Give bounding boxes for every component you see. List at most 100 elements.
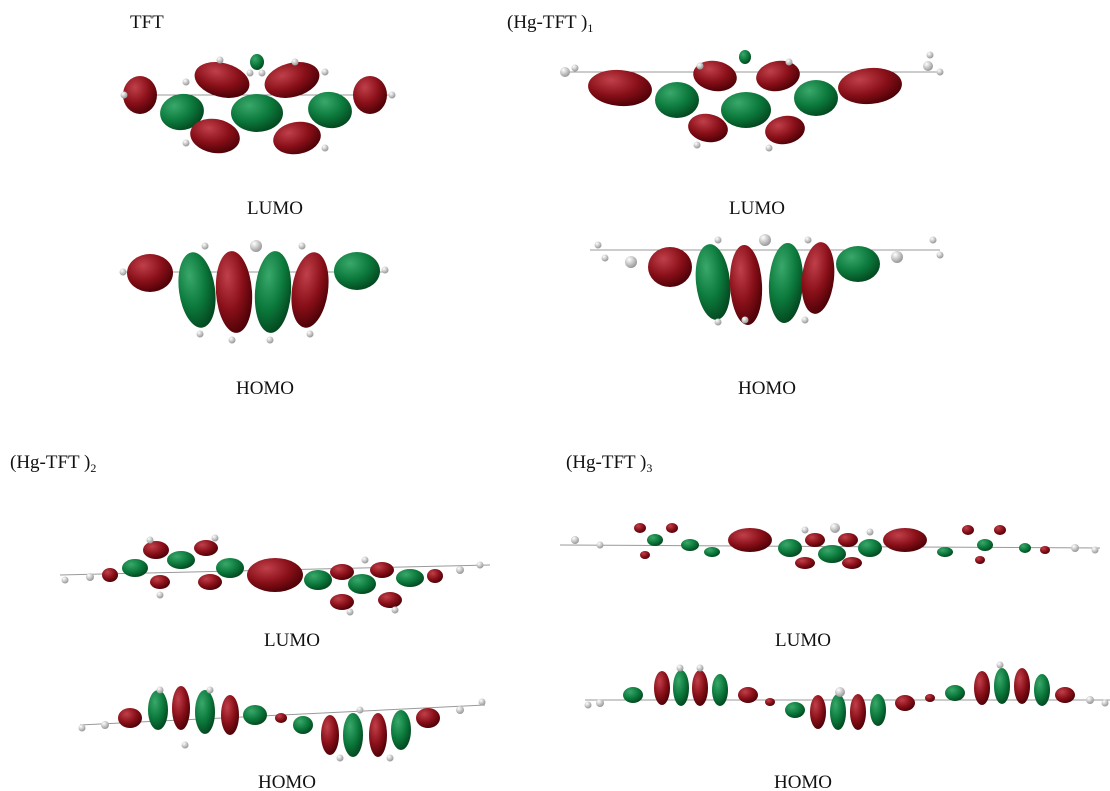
orbital-lobe: [1092, 547, 1099, 554]
orbital-lobe: [802, 527, 809, 534]
orbital-lobe: [477, 562, 484, 569]
orbital-lobe: [728, 528, 772, 552]
orbital-lobe: [348, 574, 376, 594]
orbital-lobe: [147, 537, 154, 544]
orbital-lobe: [322, 145, 329, 152]
lumo-label: LUMO: [264, 630, 320, 651]
orbital-lobe: [625, 256, 637, 268]
orbital-lobe: [382, 267, 389, 274]
orbital-lobe: [247, 70, 254, 77]
orbital-lobe: [118, 708, 142, 728]
orbital-lobe: [895, 695, 915, 711]
orbital-lobe: [715, 319, 722, 326]
orbital-lobe: [930, 237, 937, 244]
orbital-lobe: [835, 687, 845, 697]
orbital-lobe: [867, 529, 874, 536]
orbital-lobe: [378, 592, 402, 608]
orbital-lobe: [681, 539, 699, 551]
orbital-lobe: [795, 557, 815, 569]
orbital-lobe: [229, 337, 236, 344]
orbital-lobe: [837, 65, 904, 106]
orbital-lobe: [250, 54, 264, 70]
orbital-lobe: [767, 242, 805, 324]
orbital-lobe: [691, 57, 740, 94]
orbital-lobe: [994, 668, 1010, 704]
orbital-lobe: [347, 609, 354, 616]
orbital-lobe: [994, 525, 1006, 535]
orbital-lobe: [121, 92, 128, 99]
orbital-lobe: [357, 707, 364, 714]
orbital-lobe: [293, 716, 313, 734]
orbital-lobe: [267, 337, 274, 344]
orbital-lobe: [634, 523, 646, 533]
orbital-lobe: [183, 140, 190, 147]
title-text: (Hg-TFT ): [507, 12, 587, 33]
orbital-lobe: [194, 540, 218, 556]
orbital-lobe: [101, 721, 109, 729]
orbital-lobe: [123, 76, 157, 114]
orbital-lobe: [427, 569, 443, 583]
orbital-lobe: [712, 674, 728, 706]
orbital-lobe: [1086, 696, 1094, 704]
title-text: (Hg-TFT ): [566, 452, 646, 473]
orbital-lobe: [387, 755, 394, 762]
orbital-lobe: [1014, 668, 1030, 704]
orbital-lobe: [759, 234, 771, 246]
orbital-lobe: [805, 237, 812, 244]
orbital-lobe: [322, 69, 329, 76]
panel-title: (Hg-TFT )2: [10, 452, 96, 475]
orbital-lobe: [870, 694, 886, 726]
orbital-lobe: [692, 242, 734, 321]
orbital-lobe: [353, 76, 387, 114]
orbital-lobe: [850, 694, 866, 730]
orbital-lobe: [86, 573, 94, 581]
orbital-lobe: [728, 244, 764, 326]
orbital-lobe: [391, 710, 411, 750]
orbital-lobe: [250, 240, 262, 252]
homo-label: HOMO: [774, 772, 832, 791]
orbital-lobe: [923, 61, 933, 71]
orbital-lobe: [891, 251, 903, 263]
orbital-lobe: [369, 713, 387, 757]
orbital-lobe: [389, 92, 396, 99]
orbital-lobe: [247, 558, 303, 592]
orbital-lobe: [766, 145, 773, 152]
panel-title: (Hg-TFT )3: [566, 452, 652, 475]
orbital-lobe: [697, 63, 704, 70]
orbital-lobe: [810, 695, 826, 729]
orbital-lobe: [805, 533, 825, 547]
orbital-lobe: [623, 687, 643, 703]
orbital-lobe: [883, 528, 927, 552]
orbital-lobe: [765, 698, 775, 706]
orbital-lobe: [195, 690, 215, 734]
orbital-lobe: [945, 685, 965, 701]
orbital-lobe: [213, 250, 255, 334]
orbital-lobe: [182, 742, 189, 749]
orbital-lobe: [343, 713, 363, 757]
orbital-lobe: [739, 50, 751, 64]
panel-title: TFT: [130, 12, 164, 33]
orbital-lobe: [1034, 674, 1050, 706]
orbital-lobe: [858, 539, 882, 557]
orbital-lobe: [602, 255, 609, 262]
orbital-lobe: [560, 67, 570, 77]
orbital-images: [60, 50, 1110, 762]
orbital-lobe: [198, 574, 222, 590]
orbital-lobe: [120, 269, 127, 276]
orbital-lobe: [330, 594, 354, 610]
title-subscript: 3: [646, 461, 652, 475]
orbital-lobe: [842, 557, 862, 569]
orbital-lobe: [997, 662, 1004, 669]
orbital-lobe: [271, 118, 324, 158]
lumo-label: LUMO: [775, 630, 831, 651]
orbital-lobe: [207, 687, 214, 694]
orbital-lobe: [927, 52, 934, 59]
orbital-lobe: [167, 551, 195, 569]
orbital-lobe: [202, 243, 209, 250]
orbital-lobe: [677, 665, 684, 672]
orbital-lobe: [216, 558, 244, 578]
orbital-lobe: [830, 523, 840, 533]
orbital-lobe: [571, 536, 579, 544]
orbital-lobe: [334, 252, 380, 290]
orbital-lobe: [1040, 546, 1050, 554]
